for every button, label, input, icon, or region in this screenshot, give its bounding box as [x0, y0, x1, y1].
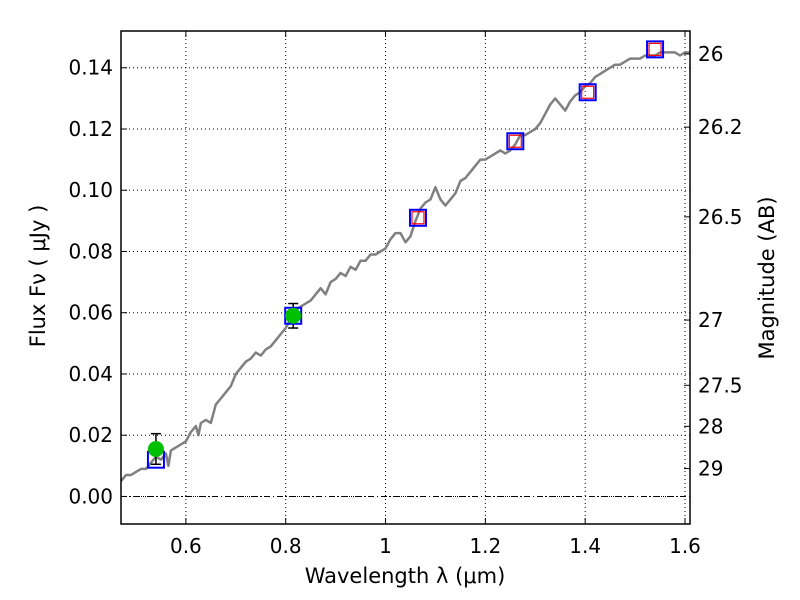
x-tick-label: 1.2 — [469, 534, 501, 558]
x-tick-label: 0.6 — [170, 534, 202, 558]
right-tick-label: 27.5 — [698, 373, 743, 397]
model-photometry-marker — [408, 208, 427, 227]
right-tick-label: 26.2 — [698, 115, 743, 139]
right-tick-label: 27 — [698, 308, 723, 332]
y-tick-label: 0.04 — [68, 362, 113, 386]
model-photometry-marker — [506, 132, 525, 151]
x-tick-label: 1 — [379, 534, 392, 558]
x-tick-label: 1.4 — [569, 534, 601, 558]
observed-marker — [147, 440, 164, 457]
ticks — [121, 31, 690, 524]
plot-frame — [120, 30, 691, 525]
model-photometry-marker — [578, 83, 597, 102]
fit-photometry-marker — [648, 42, 662, 56]
y-tick-label: 0.02 — [68, 423, 113, 447]
markers — [146, 40, 665, 469]
model-photometry-marker — [646, 40, 665, 59]
x-tick-label: 1.6 — [669, 534, 701, 558]
right-tick-labels: 26 26.2 26.5 27 27.5 28 29 — [698, 42, 743, 481]
y-tick-label: 0.10 — [68, 178, 113, 202]
y-tick-label: 0.14 — [68, 56, 113, 80]
x-tick-labels: 0.6 0.8 1 1.2 1.4 1.6 — [170, 534, 701, 558]
y-tick-label: 0.06 — [68, 301, 113, 325]
right-tick-label: 29 — [698, 457, 723, 481]
gridlines — [121, 31, 690, 524]
fit-photometry-marker — [508, 134, 522, 148]
fit-photometry-marker — [411, 211, 425, 225]
y-right-axis-label: Magnitude (AB) — [755, 196, 779, 359]
y-tick-labels: 0.00 0.02 0.04 0.06 0.08 0.10 0.12 0.14 — [68, 56, 113, 509]
x-tick-label: 0.8 — [270, 534, 302, 558]
errorbars — [150, 302, 299, 466]
right-tick-label: 26.5 — [698, 205, 743, 229]
y-tick-label: 0.12 — [68, 117, 113, 141]
fit-photometry-marker — [581, 85, 595, 99]
right-tick-label: 28 — [698, 414, 723, 438]
observed-marker — [285, 307, 302, 324]
sed-model-line — [120, 51, 690, 482]
right-tick-label: 26 — [698, 42, 723, 66]
x-axis-label: Wavelength λ (μm) — [305, 564, 506, 588]
y-tick-label: 0.00 — [68, 484, 113, 508]
y-tick-label: 0.08 — [68, 239, 113, 263]
y-axis-label: Flux Fν ( μJy ) — [26, 205, 50, 348]
